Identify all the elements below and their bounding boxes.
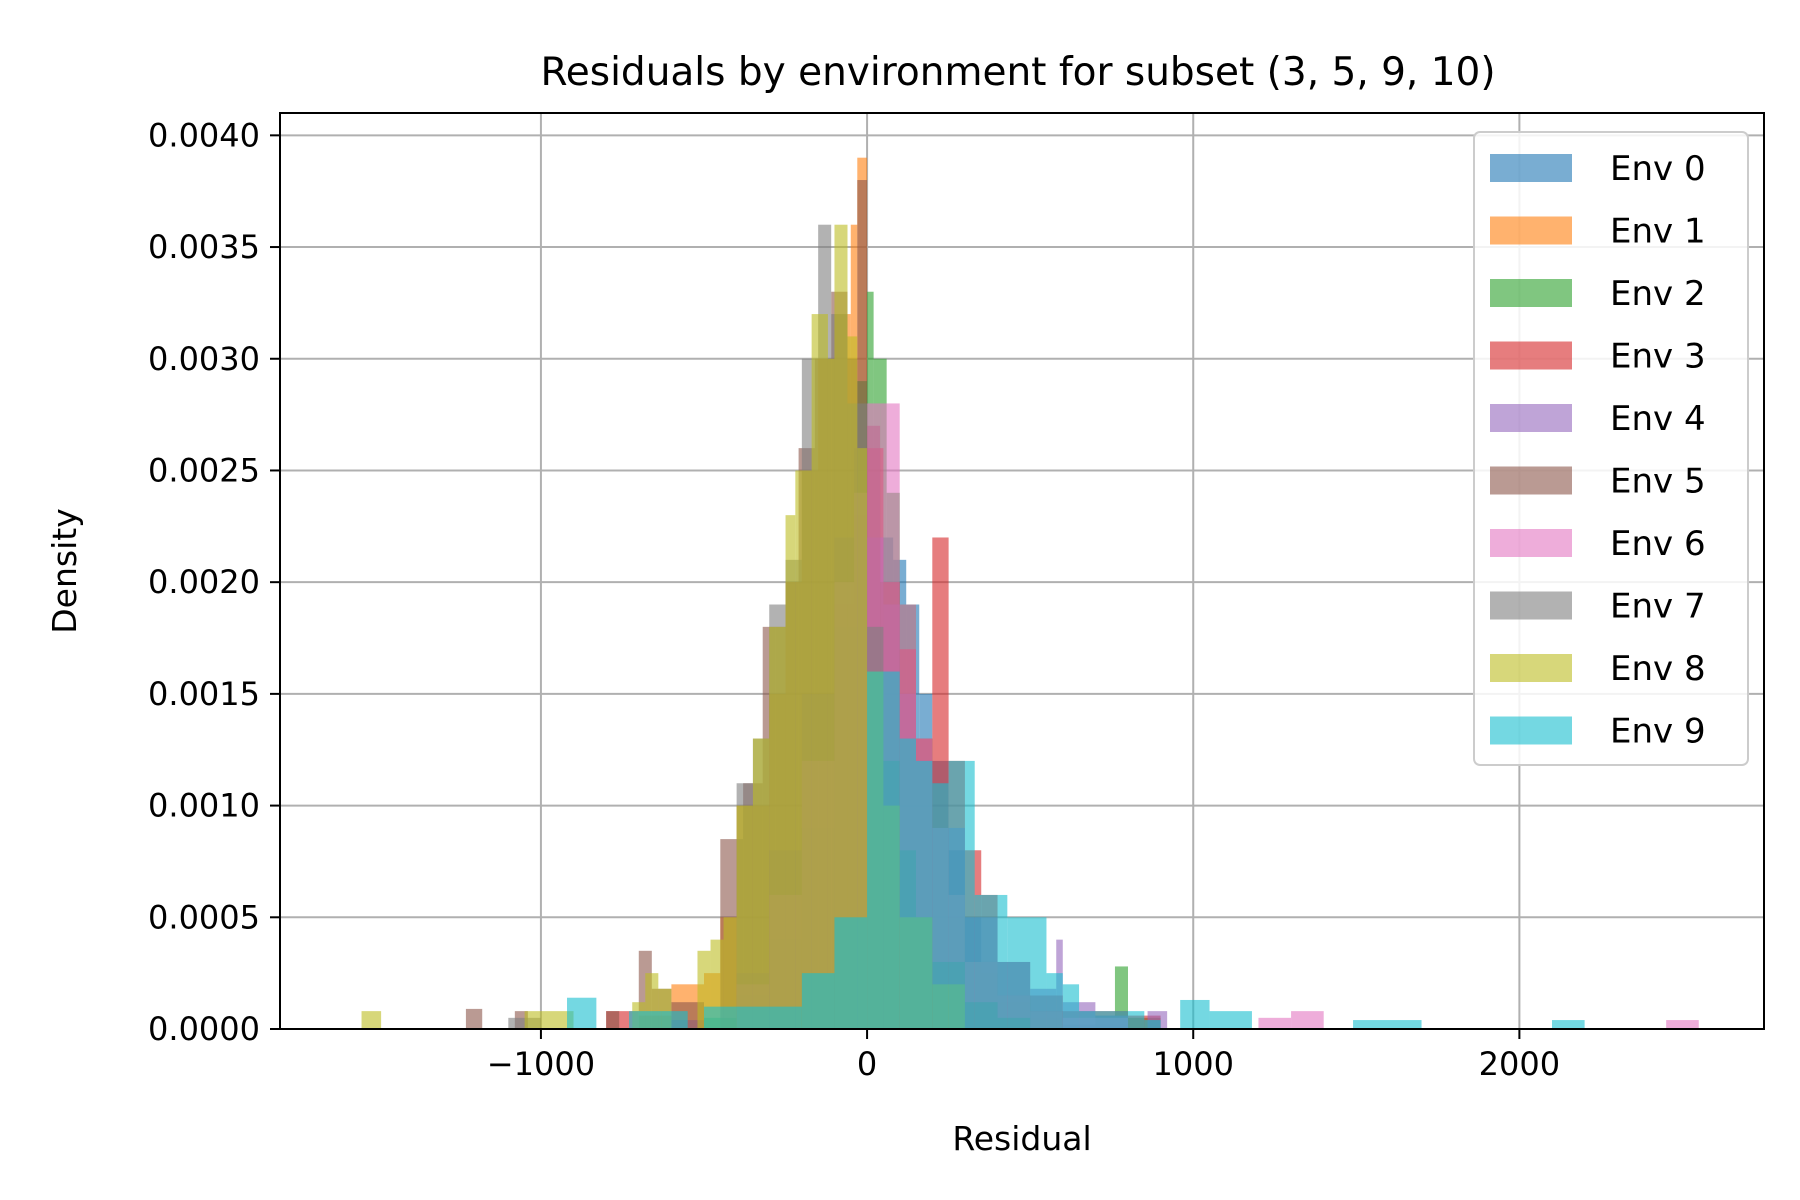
legend-label: Env 3 [1610, 337, 1706, 377]
histogram-bars [361, 157, 1699, 1030]
histogram-bar [736, 1006, 802, 1029]
histogram-bar [847, 336, 858, 1029]
legend-label: Env 6 [1610, 524, 1706, 564]
histogram-bar [932, 783, 949, 1029]
histogram-bar [736, 805, 753, 1029]
histogram-bar [1291, 1011, 1324, 1029]
x-tick-label: 2000 [1479, 1045, 1560, 1083]
y-tick-label: 0.0040 [148, 116, 260, 154]
histogram-bar [811, 314, 828, 1029]
chart-title: Residuals by environment for subset (3, … [540, 50, 1495, 95]
legend-swatch [1490, 279, 1572, 307]
histogram-bar [1666, 1020, 1699, 1029]
x-tick-label: 1000 [1153, 1045, 1234, 1083]
histogram-bar [1258, 1017, 1292, 1029]
histogram-bar [769, 626, 786, 1029]
x-tick-label: 0 [857, 1045, 877, 1083]
x-axis-ticks: −1000 0 1000 2000 [487, 1029, 1560, 1083]
legend-swatch [1490, 404, 1572, 432]
histogram-bar [974, 894, 1008, 1029]
histogram-bar [524, 1011, 541, 1029]
histogram-bar [661, 1011, 688, 1029]
histogram-bar [704, 1006, 737, 1029]
legend-label: Env 0 [1610, 149, 1706, 189]
plot-frame [279, 112, 1765, 1030]
series-env-9 [567, 671, 1585, 1029]
histogram-bar [857, 448, 868, 1029]
legend-label: Env 7 [1610, 587, 1706, 627]
histogram-bar [948, 760, 975, 1029]
x-axis-label: Residual [952, 1119, 1091, 1158]
histogram-bar [540, 1011, 574, 1029]
histogram-bar [465, 1008, 483, 1029]
y-axis-label: Density [45, 508, 84, 633]
y-tick-label: 0.0025 [148, 451, 260, 489]
legend-label: Env 5 [1610, 462, 1706, 502]
x-tick-label: −1000 [487, 1045, 595, 1083]
legend-swatch [1490, 716, 1572, 745]
legend-swatch [1490, 154, 1572, 182]
histogram-bar [1007, 917, 1047, 1029]
legend-swatch [1490, 466, 1572, 495]
y-tick-label: 0.0000 [148, 1010, 260, 1048]
histogram-bar [916, 760, 933, 1029]
histogram-bar [606, 1011, 620, 1029]
legend-swatch [1490, 529, 1572, 557]
histogram-bar [867, 671, 900, 1029]
histogram-bar [723, 917, 737, 1029]
y-axis-ticks: 0.0000 0.0005 0.0010 0.0015 0.0020 0.0025 0.00… [148, 116, 280, 1048]
legend-label: Env 8 [1610, 649, 1706, 689]
histogram-bar [834, 224, 848, 1029]
histogram-bar [785, 515, 796, 1029]
histogram-bar [827, 358, 835, 1029]
histogram-bar [1062, 984, 1080, 1029]
legend-label: Env 2 [1610, 274, 1706, 314]
histogram-bar [567, 997, 597, 1029]
histogram-bar [1079, 1011, 1145, 1029]
legend-label: Env 4 [1610, 399, 1706, 439]
legend-swatch [1490, 591, 1572, 620]
y-tick-label: 0.0020 [148, 563, 260, 601]
y-tick-label: 0.0030 [148, 340, 260, 378]
histogram-bar [899, 738, 916, 1029]
y-tick-label: 0.0010 [148, 787, 260, 825]
histogram-bar [1180, 999, 1210, 1029]
legend-swatch [1490, 341, 1572, 370]
histogram-bar [1144, 1020, 1161, 1029]
histogram-bar [361, 1011, 382, 1029]
histogram-bar [1552, 1020, 1585, 1029]
histogram-bar [1046, 973, 1063, 1029]
legend: Env 0 Env 1 Env 2 Env 3 Env 4 Env 5 Env 6 Env 7… [1473, 131, 1749, 766]
histogram-bar [628, 1011, 662, 1029]
histogram-bar [795, 470, 812, 1030]
histogram-bar [752, 738, 770, 1029]
histogram-bar [1353, 1020, 1422, 1029]
histogram-bar [834, 917, 868, 1029]
y-tick-label: 0.0035 [148, 228, 260, 266]
legend-label: Env 1 [1610, 212, 1706, 252]
histogram-bar [801, 973, 835, 1029]
y-tick-label: 0.0015 [148, 675, 260, 713]
legend-swatch [1490, 654, 1572, 682]
legend-swatch [1490, 216, 1572, 245]
legend-label: Env 9 [1610, 712, 1706, 752]
histogram-bar [1209, 1011, 1252, 1029]
y-tick-label: 0.0005 [148, 898, 260, 936]
